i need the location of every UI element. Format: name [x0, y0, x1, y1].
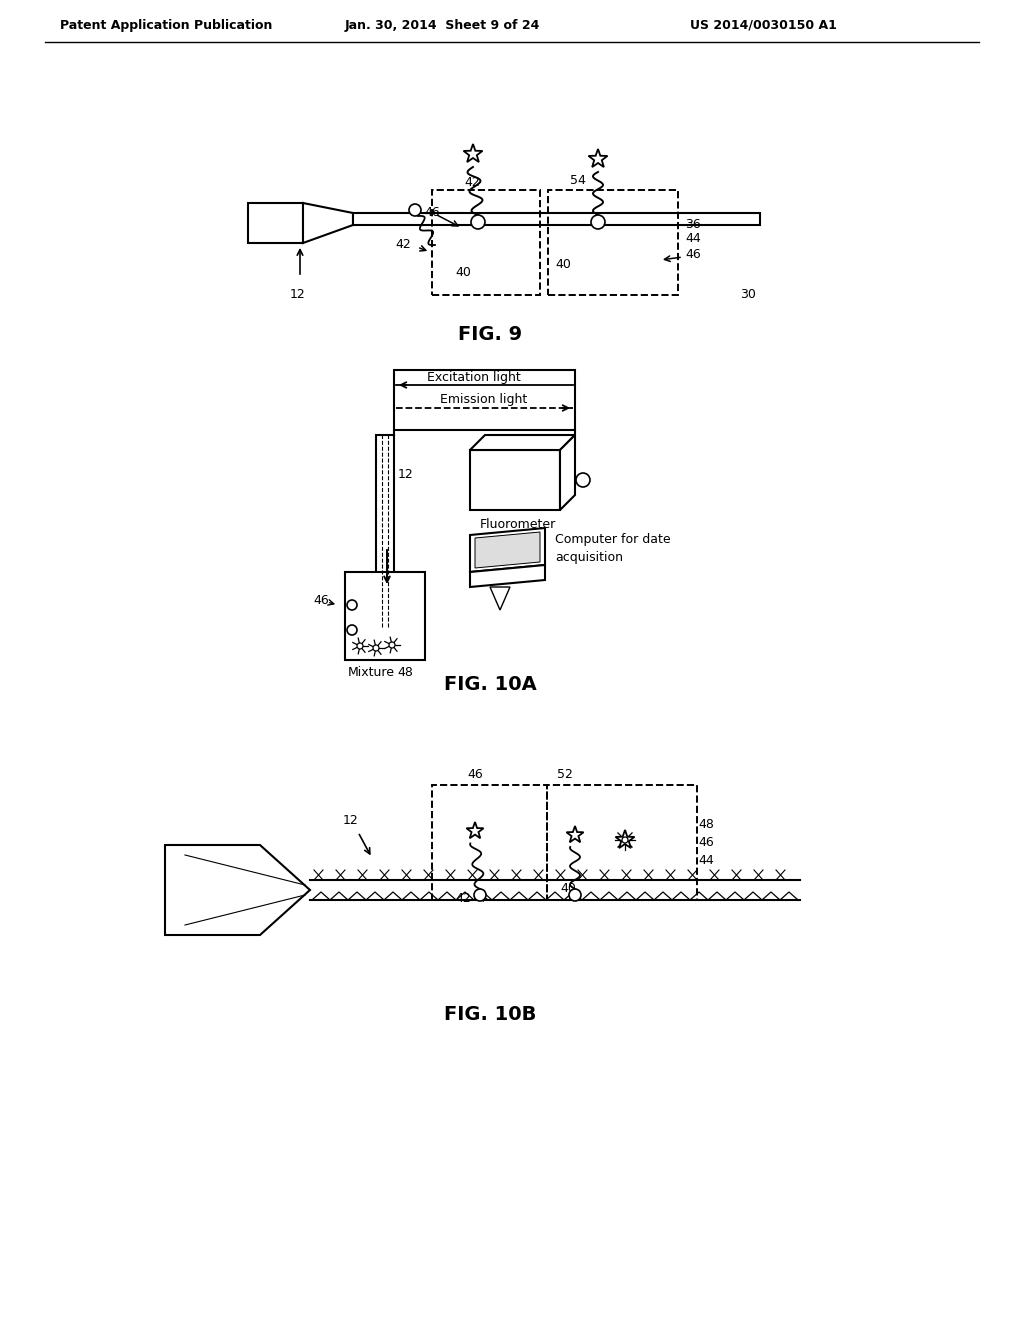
FancyBboxPatch shape [345, 572, 425, 660]
FancyBboxPatch shape [353, 213, 760, 224]
Text: 46: 46 [698, 837, 714, 850]
Text: 42: 42 [455, 891, 471, 904]
Circle shape [389, 642, 395, 648]
Circle shape [373, 645, 379, 651]
Text: 40: 40 [455, 265, 471, 279]
Text: FIG. 10B: FIG. 10B [443, 1006, 537, 1024]
FancyBboxPatch shape [248, 203, 303, 243]
Text: 12: 12 [343, 813, 358, 826]
Text: Mixture: Mixture [348, 667, 395, 680]
Text: 48: 48 [698, 818, 714, 832]
Circle shape [622, 837, 628, 843]
FancyBboxPatch shape [470, 450, 560, 510]
Text: 46: 46 [313, 594, 329, 606]
Text: Fluorometer: Fluorometer [480, 517, 556, 531]
Text: 46: 46 [685, 248, 700, 261]
Circle shape [347, 601, 357, 610]
Text: 46: 46 [424, 206, 439, 219]
Polygon shape [464, 144, 482, 162]
Polygon shape [467, 822, 483, 838]
Text: 42: 42 [395, 239, 411, 252]
Text: +: + [478, 891, 488, 904]
Circle shape [575, 473, 590, 487]
Text: Patent Application Publication: Patent Application Publication [60, 18, 272, 32]
Polygon shape [470, 565, 545, 587]
Polygon shape [560, 436, 575, 510]
Text: FIG. 9: FIG. 9 [458, 326, 522, 345]
Text: 36: 36 [685, 219, 700, 231]
Text: US 2014/0030150 A1: US 2014/0030150 A1 [690, 18, 837, 32]
Text: 44: 44 [698, 854, 714, 866]
Text: 52: 52 [557, 768, 573, 781]
Text: acquisition: acquisition [555, 550, 623, 564]
Text: Excitation light: Excitation light [427, 371, 521, 384]
Text: 44: 44 [685, 231, 700, 244]
Polygon shape [475, 532, 540, 568]
Text: 46: 46 [467, 768, 483, 781]
Polygon shape [615, 830, 635, 847]
Polygon shape [470, 436, 575, 450]
Polygon shape [165, 845, 310, 935]
Text: 54: 54 [570, 173, 586, 186]
Polygon shape [303, 203, 353, 243]
Circle shape [409, 205, 421, 216]
Text: 40: 40 [560, 882, 575, 895]
Circle shape [471, 215, 485, 228]
Text: 42: 42 [464, 177, 480, 190]
Text: Jan. 30, 2014  Sheet 9 of 24: Jan. 30, 2014 Sheet 9 of 24 [345, 18, 541, 32]
Text: Emission light: Emission light [440, 393, 527, 407]
Polygon shape [490, 587, 510, 610]
Circle shape [569, 888, 581, 902]
Polygon shape [589, 149, 607, 168]
Text: Computer for date: Computer for date [555, 533, 671, 546]
Circle shape [347, 624, 357, 635]
Polygon shape [566, 826, 584, 842]
Text: 40: 40 [555, 259, 570, 272]
Text: 12: 12 [290, 289, 306, 301]
FancyBboxPatch shape [376, 436, 394, 627]
Circle shape [357, 643, 362, 649]
Polygon shape [470, 528, 545, 572]
Circle shape [591, 215, 605, 228]
Circle shape [474, 888, 486, 902]
Text: 12: 12 [398, 469, 414, 482]
Text: 48: 48 [397, 667, 413, 680]
Text: 30: 30 [740, 289, 756, 301]
Text: FIG. 10A: FIG. 10A [443, 676, 537, 694]
